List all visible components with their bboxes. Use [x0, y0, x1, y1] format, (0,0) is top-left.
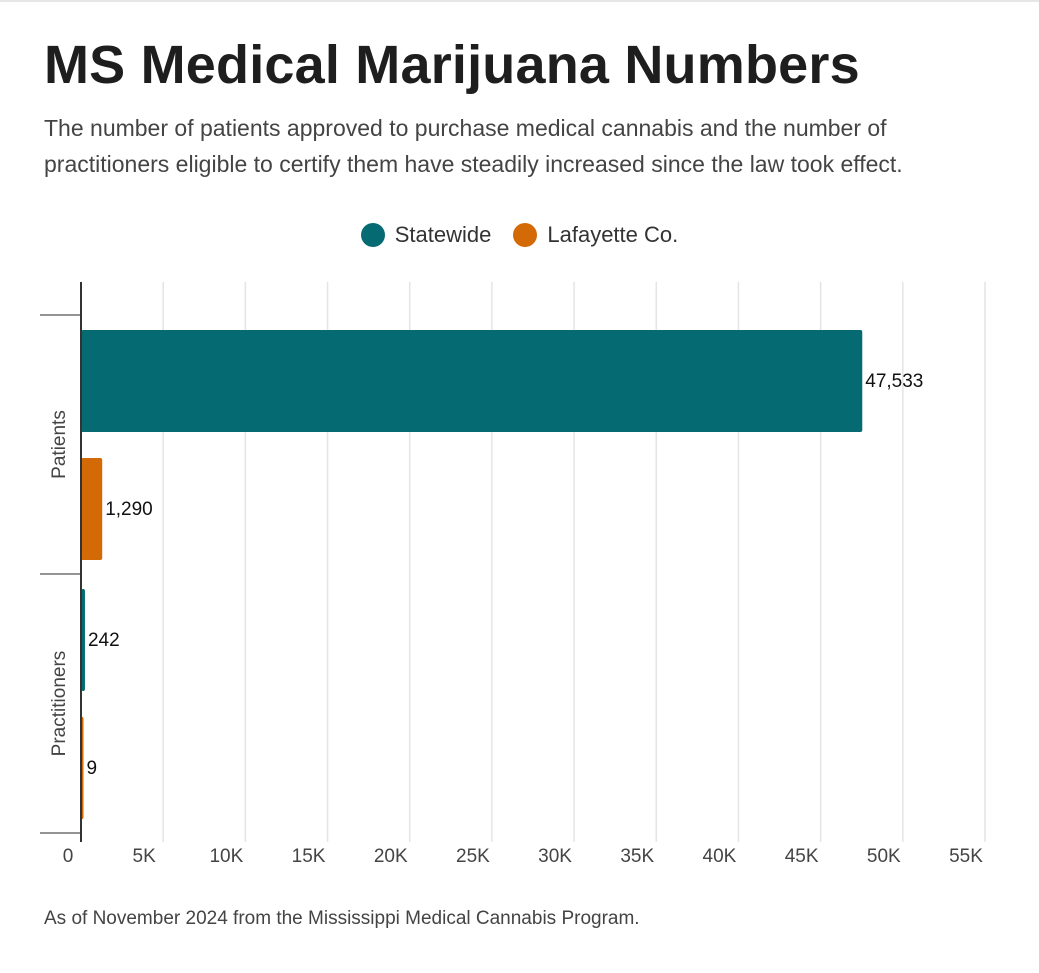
data-label: 242: [88, 630, 120, 651]
bar-statewide: [81, 330, 863, 432]
bar-lafayette: [81, 458, 103, 560]
legend-item-lafayette[interactable]: Lafayette Co.: [513, 222, 678, 248]
x-tick-label: 50K: [867, 846, 901, 867]
x-tick-label: 5K: [133, 846, 157, 867]
legend-swatch-lafayette: [513, 223, 538, 247]
x-tick-label: 40K: [703, 846, 737, 867]
x-tick-label: 15K: [292, 846, 326, 867]
data-label: 47,533: [865, 371, 923, 392]
bar-chart: Patients 47,533 1,290 Practitioners 242 9 0 5K 1…: [40, 282, 986, 867]
x-tick-label: 25K: [456, 846, 490, 867]
x-tick-label: 55K: [949, 846, 983, 867]
legend-item-statewide[interactable]: Statewide: [360, 222, 492, 248]
x-tick-label: 45K: [785, 846, 819, 867]
chart-title: MS Medical Marijuana Numbers: [44, 35, 860, 95]
top-divider: [0, 0, 1039, 2]
legend: Statewide Lafayette Co.: [0, 222, 1039, 248]
data-label: 1,290: [105, 499, 153, 520]
x-tick-label: 20K: [374, 846, 408, 867]
x-tick-label: 30K: [538, 846, 572, 867]
legend-swatch-statewide: [360, 223, 385, 247]
footnote: As of November 2024 from the Mississippi…: [44, 908, 640, 929]
category-label: Practitioners: [49, 651, 70, 757]
legend-label-lafayette: Lafayette Co.: [547, 222, 679, 247]
x-tick-label: 0: [63, 846, 74, 867]
legend-label-statewide: Statewide: [394, 222, 492, 247]
category-label: Patients: [49, 410, 70, 479]
chart-subtitle: The number of patients approved to purch…: [44, 115, 903, 177]
x-tick-label: 35K: [620, 846, 654, 867]
x-tick-label: 10K: [209, 846, 243, 867]
data-label: 9: [87, 758, 98, 779]
